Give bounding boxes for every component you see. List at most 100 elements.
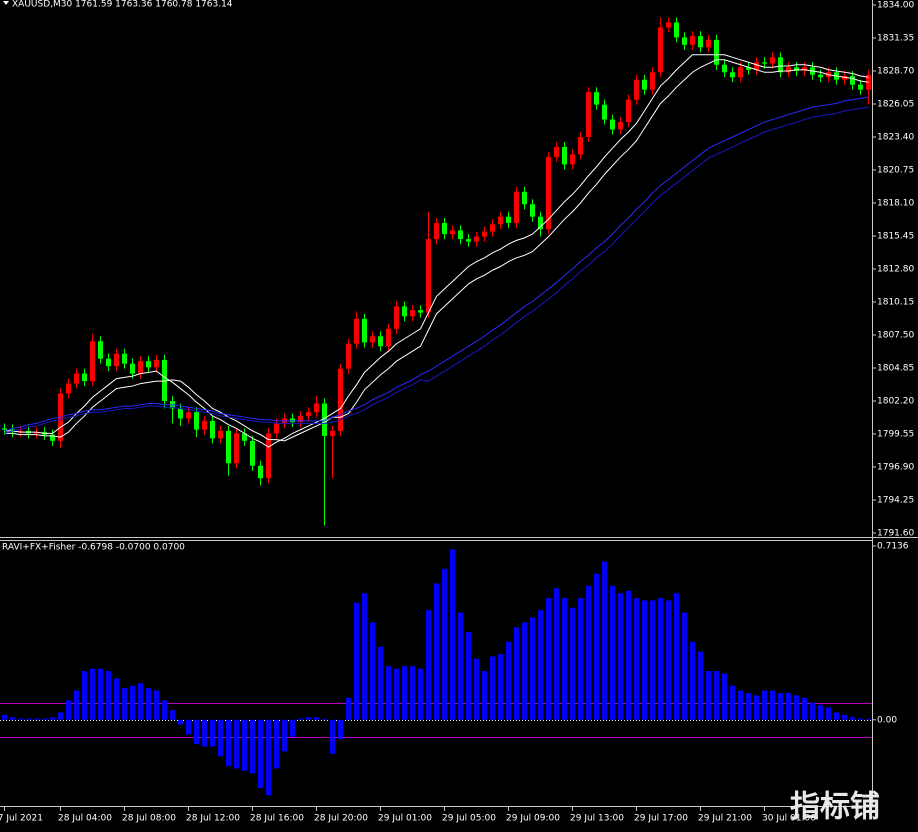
x-tick-label: 28 Jul 08:00 <box>122 814 176 824</box>
x-tick-label: 29 Jul 09:00 <box>506 814 560 824</box>
histogram-bar <box>722 673 727 720</box>
candle-body <box>634 79 639 100</box>
histogram-bar <box>330 719 335 754</box>
candle-body <box>210 420 215 439</box>
y-tick-label: 1815.45 <box>877 232 914 242</box>
candle-body <box>722 64 727 73</box>
histogram-bar <box>282 719 287 752</box>
histogram-bar <box>370 622 375 720</box>
histogram-bar <box>354 602 359 720</box>
histogram-bar <box>450 549 455 720</box>
y-tick-label: 1804.85 <box>877 364 914 374</box>
candle-body <box>650 72 655 90</box>
candle-body <box>746 67 751 70</box>
y-tick-label: 1799.55 <box>877 430 914 440</box>
histogram-bar <box>442 568 447 720</box>
candle-body <box>362 318 367 343</box>
candle-body <box>98 341 103 359</box>
candle-body <box>506 216 511 223</box>
candle-body <box>682 37 687 45</box>
histogram-bar <box>770 690 775 720</box>
histogram-bar <box>810 702 815 720</box>
candle-body <box>114 353 119 367</box>
candle-body <box>394 306 399 329</box>
candle-body <box>418 310 423 313</box>
candle-body <box>426 239 431 313</box>
histogram-bar <box>194 719 199 745</box>
histogram-bar <box>498 654 503 720</box>
candle-body <box>378 336 383 347</box>
histogram-bar <box>746 692 751 720</box>
histogram-bar <box>154 690 159 720</box>
histogram-bar <box>306 717 311 720</box>
y-tick-label: 1820.75 <box>877 166 914 176</box>
candle-body <box>314 403 319 413</box>
histogram-bar <box>738 690 743 720</box>
y-tick-label: 1818.10 <box>877 199 914 209</box>
histogram-bar <box>546 598 551 720</box>
candle-body <box>162 359 167 401</box>
y-tick-label: 1810.15 <box>877 298 914 308</box>
candle-body <box>50 434 55 441</box>
histogram-bar <box>242 719 247 771</box>
candle-body <box>466 239 471 242</box>
candle-body <box>458 230 463 240</box>
x-tick-label: 30 Jul 01:00 <box>762 814 816 824</box>
histogram-bar <box>570 607 575 720</box>
histogram-bar <box>122 688 127 720</box>
candle-body <box>858 84 863 90</box>
candle-body <box>186 412 191 419</box>
candle-body <box>490 224 495 232</box>
histogram-bar <box>314 717 319 720</box>
candle-body <box>794 67 799 71</box>
histogram-bar <box>18 718 23 720</box>
histogram-bar <box>482 671 487 720</box>
candle-body <box>666 22 671 28</box>
histogram-bar <box>226 719 231 767</box>
histogram-bar <box>202 719 207 747</box>
histogram-bar <box>386 666 391 720</box>
moving-average-line <box>4 96 869 432</box>
candle-body <box>594 92 599 105</box>
moving-average-line <box>4 106 869 434</box>
collapse-arrow <box>3 1 9 5</box>
y-tick-label: 1823.40 <box>877 133 914 143</box>
histogram-bar <box>458 612 463 720</box>
candle-body <box>386 328 391 347</box>
candle-body <box>674 22 679 38</box>
candle-body <box>570 154 575 165</box>
histogram-bar <box>698 651 703 720</box>
histogram-bar <box>858 718 863 720</box>
y-tick-label: 1812.80 <box>877 265 914 275</box>
candle-body <box>706 39 711 48</box>
candle-body <box>730 72 735 78</box>
y-tick-label: 1794.25 <box>877 496 914 506</box>
candle-body <box>346 343 351 369</box>
candle-body <box>226 430 231 464</box>
candle-body <box>18 430 23 433</box>
y-tick-label: 1834.00 <box>877 1 914 11</box>
candle-body <box>106 358 111 367</box>
watermark: 指标铺 <box>790 790 880 825</box>
histogram-bar <box>34 718 39 720</box>
panel-title: RAVI+FX+Fisher -0.6798 -0.0700 0.0700 <box>2 543 185 553</box>
candle-body <box>626 99 631 123</box>
histogram-bar <box>466 632 471 720</box>
candle-body <box>322 403 327 436</box>
histogram-bar <box>522 622 527 720</box>
histogram-bar <box>250 719 255 774</box>
x-tick-label: 29 Jul 01:00 <box>378 814 432 824</box>
histogram-bar <box>258 719 263 788</box>
candle-body <box>642 79 647 90</box>
candle-body <box>850 75 855 85</box>
panel-title: XAUUSD,M30 1761.59 1763.36 1760.78 1763.… <box>12 0 233 10</box>
histogram-bar <box>298 718 303 720</box>
candle-body <box>306 412 311 416</box>
y-tick-label: 1791.60 <box>877 529 914 539</box>
histogram-bar <box>842 714 847 720</box>
candle-body <box>450 230 455 235</box>
candle-body <box>602 104 607 120</box>
histogram-bar <box>218 719 223 757</box>
histogram-bar <box>322 719 327 720</box>
histogram-bar <box>26 718 31 720</box>
